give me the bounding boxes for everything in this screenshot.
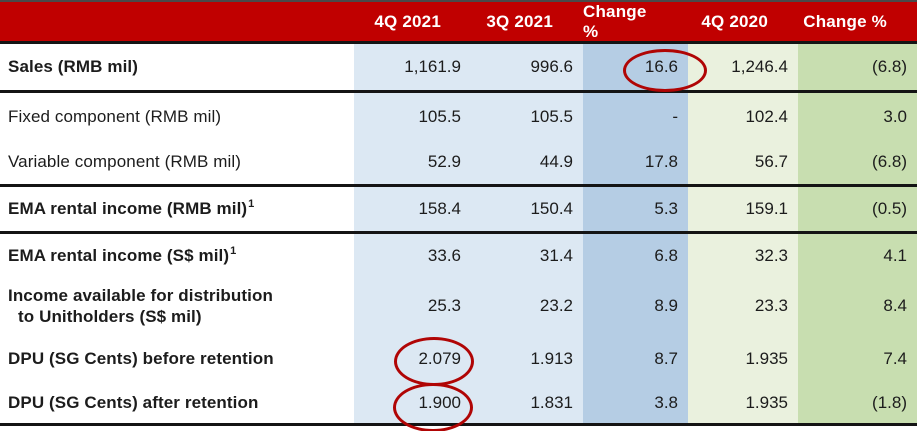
table-header-row: 4Q 2021 3Q 2021 Change % 4Q 2020 Change …	[0, 2, 917, 44]
header-4q2020: 4Q 2020	[701, 11, 768, 31]
row-label-text: Variable component (RMB mil)	[8, 152, 242, 171]
row-label: Sales (RMB mil)	[0, 44, 354, 90]
cell-value: 3.8	[583, 383, 688, 423]
cell-value: 32.3	[688, 234, 798, 277]
row-label: Income available for distribution to Unit…	[0, 277, 354, 335]
table-row-dpu-before-retention: DPU (SG Cents) before retention 2.079 1.…	[0, 335, 917, 386]
header-4q2021: 4Q 2021	[374, 11, 441, 31]
cell-value-text: 2.079	[418, 349, 461, 368]
header-change-pct-1: Change %	[583, 1, 647, 41]
cell-value: 102.4	[688, 93, 798, 140]
table-row-ema-rental-rmb: EMA rental income (RMB mil)1 158.4 150.4…	[0, 187, 917, 234]
cell-value: 105.5	[354, 93, 471, 140]
cell-value: 23.2	[471, 277, 583, 335]
header-change-pct-2: Change %	[803, 11, 887, 31]
cell-value: 17.8	[583, 140, 688, 184]
footnote-marker: 1	[248, 198, 255, 211]
table-row-sales: Sales (RMB mil) 1,161.9 996.6 16.6 1,246…	[0, 44, 917, 93]
cell-value: 3.0	[798, 93, 917, 140]
cell-value: 25.3	[354, 277, 471, 335]
cell-value-text: 1.900	[418, 393, 461, 412]
header-blank-cell	[0, 2, 354, 41]
cell-value: 1.935	[688, 335, 798, 383]
cell-value: -	[583, 93, 688, 140]
table-row-ema-rental-sgd: EMA rental income (S$ mil)1 33.6 31.4 6.…	[0, 234, 917, 277]
row-label: DPU (SG Cents) after retention	[0, 383, 354, 423]
row-label: DPU (SG Cents) before retention	[0, 335, 354, 383]
cell-value: 158.4	[354, 187, 471, 231]
cell-value: 52.9	[354, 140, 471, 184]
row-label: EMA rental income (S$ mil)1	[0, 234, 354, 277]
cell-value: 8.4	[798, 277, 917, 335]
row-label: Variable component (RMB mil)	[0, 140, 354, 184]
table-row-variable-component: Variable component (RMB mil) 52.9 44.9 1…	[0, 140, 917, 187]
cell-value: 1,161.9	[354, 44, 471, 90]
header-3q2021: 3Q 2021	[486, 11, 553, 31]
cell-value: 159.1	[688, 187, 798, 231]
cell-value: (6.8)	[798, 140, 917, 184]
cell-value: 56.7	[688, 140, 798, 184]
cell-value: 23.3	[688, 277, 798, 335]
cell-value: 1.935	[688, 383, 798, 423]
row-label: Fixed component (RMB mil)	[0, 93, 354, 140]
table-row-income-distribution: Income available for distribution to Unit…	[0, 277, 917, 335]
row-label-text: Income available for distribution to Unit…	[8, 286, 273, 326]
cell-value: 996.6	[471, 44, 583, 90]
cell-value: 105.5	[471, 93, 583, 140]
table-row-dpu-after-retention: DPU (SG Cents) after retention 1.900 1.8…	[0, 383, 917, 431]
row-label-text: Fixed component (RMB mil)	[8, 106, 222, 126]
cell-value: 1.913	[471, 335, 583, 383]
cell-value: 7.4	[798, 335, 917, 383]
cell-value: 8.7	[583, 335, 688, 383]
footnote-marker: 1	[230, 244, 237, 257]
cell-value-circled: 2.079	[354, 335, 474, 386]
cell-value-circled: 16.6	[583, 44, 707, 92]
cell-value: (6.8)	[798, 44, 917, 90]
cell-value-circled: 1.900	[354, 383, 473, 431]
cell-value: (1.8)	[798, 383, 917, 423]
cell-value: 150.4	[471, 187, 583, 231]
row-label-text: Sales (RMB mil)	[8, 57, 138, 76]
cell-value: 1.831	[471, 383, 583, 423]
cell-value: 8.9	[583, 277, 688, 335]
row-label-text: DPU (SG Cents) after retention	[8, 393, 259, 412]
cell-value: 5.3	[583, 187, 688, 231]
row-label-text: EMA rental income (RMB mil)1	[8, 198, 255, 218]
cell-value: 4.1	[798, 234, 917, 277]
row-label-text: DPU (SG Cents) before retention	[8, 349, 274, 368]
row-label-text: EMA rental income (S$ mil)1	[8, 244, 237, 265]
cell-value-text: 16.6	[644, 57, 678, 76]
row-label: EMA rental income (RMB mil)1	[0, 187, 354, 231]
table-row-fixed-component: Fixed component (RMB mil) 105.5 105.5 - …	[0, 93, 917, 140]
cell-value: 6.8	[583, 234, 688, 277]
cell-value: 1,246.4	[688, 44, 798, 90]
cell-value: (0.5)	[798, 187, 917, 231]
cell-value: 31.4	[471, 234, 583, 277]
cell-value: 44.9	[471, 140, 583, 184]
cell-value: 33.6	[354, 234, 471, 277]
